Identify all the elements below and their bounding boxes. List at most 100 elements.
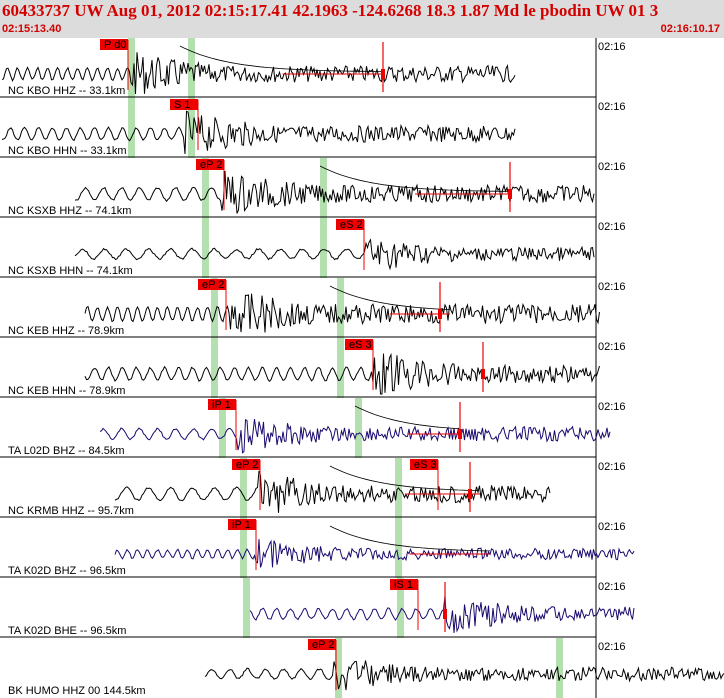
trace-row[interactable]: 02:16 P d0 NC KBO HHZ -- 33.1km (0, 38, 626, 98)
station-label: TA K02D BHE -- 96.5km (8, 625, 126, 637)
pick-label: eP 2 (312, 639, 334, 651)
station-label: BK HUMO HHZ 00 144.5km (8, 685, 146, 697)
pick-box[interactable] (100, 39, 128, 50)
station-label: TA L02D BHZ -- 84.5km (8, 445, 125, 457)
pick-box[interactable] (232, 459, 260, 470)
time-window-band (335, 638, 342, 698)
waveform (74, 170, 595, 214)
amplitude-marker-head (443, 609, 447, 619)
waveform (114, 470, 551, 513)
time-window-band (211, 338, 218, 398)
pick-label: eP 2 (202, 279, 224, 291)
waveform (99, 418, 611, 454)
pick-box[interactable] (208, 399, 236, 410)
waveform (249, 595, 635, 633)
time-window-band (202, 158, 209, 218)
station-label: NC KEB HHN -- 78.9km (8, 385, 125, 397)
time-window-band (355, 398, 362, 458)
header-bar: 60433737 UW Aug 01, 2012 02:15:17.41 42.… (0, 0, 724, 38)
trace-row[interactable]: 02:16 eP 2 NC KSXB HHZ -- 74.1km (0, 158, 626, 218)
pick-label: eP 2 (200, 159, 222, 171)
time-tick-label: 02:16 (598, 101, 626, 113)
time-window-band (320, 158, 327, 218)
trace-row[interactable]: 02:16 eS 2 NC KSXB HHN -- 74.1km (0, 218, 626, 278)
station-label: NC KRMB HHZ -- 95.7km (8, 505, 134, 517)
pick-label: eS 3 (414, 459, 437, 471)
time-tick-label: 02:16 (598, 281, 626, 293)
station-label: NC KBO HHN -- 33.1km (8, 145, 127, 157)
station-label: NC KEB HHZ -- 78.9km (8, 325, 124, 337)
event-title: 60433737 UW Aug 01, 2012 02:15:17.41 42.… (2, 1, 659, 20)
time-window-band (128, 38, 135, 98)
waveform (84, 293, 600, 333)
coda-curve (319, 165, 509, 192)
amplitude-marker-head (438, 309, 442, 319)
trace-row[interactable]: 02:16 iS 1 TA K02D BHE -- 96.5km (0, 578, 635, 638)
time-window-band (337, 278, 344, 338)
waveform (114, 539, 635, 568)
time-tick-label: 02:16 (598, 341, 626, 353)
waveform (74, 238, 595, 271)
pick-label: iP 1 (212, 399, 231, 411)
time-window-band (395, 518, 402, 578)
pick-box[interactable] (228, 519, 256, 530)
time-window-band (397, 578, 404, 638)
waveform (204, 660, 724, 691)
trace-row[interactable]: 02:16 iP 1 TA K02D BHZ -- 96.5km (0, 518, 635, 578)
pick-label: eS 3 (349, 339, 372, 351)
time-window-band (202, 218, 209, 278)
time-tick-label: 02:16 (598, 221, 626, 233)
time-window-band (320, 218, 327, 278)
coda-curve (329, 285, 451, 310)
coda-curve (179, 45, 385, 72)
trace-row[interactable]: 02:16 iP 1 TA L02D BHZ -- 84.5km (0, 398, 626, 458)
station-label: NC KSXB HHZ -- 74.1km (8, 205, 131, 217)
pick-box[interactable] (336, 219, 364, 230)
pick-label: eS 2 (340, 219, 363, 231)
pick-box[interactable] (410, 459, 438, 470)
pick-label: iP 1 (232, 519, 251, 531)
pick-label: P d0 (104, 39, 126, 51)
time-window-band (240, 458, 247, 518)
time-tick-label: 02:16 (598, 41, 626, 53)
pick-box[interactable] (170, 99, 198, 110)
time-tick-label: 02:16 (598, 521, 626, 533)
station-label: TA K02D BHZ -- 96.5km (8, 565, 126, 577)
time-window-band (188, 98, 195, 158)
station-label: NC KBO HHZ -- 33.1km (8, 85, 125, 97)
pick-box[interactable] (198, 279, 226, 290)
waveform (1, 110, 516, 155)
amplitude-marker-head (508, 189, 512, 199)
trace-row[interactable]: 02:16 eP 2 BK HUMO HHZ 00 144.5km (8, 638, 724, 698)
waveform (1, 52, 516, 95)
amplitude-marker-head (468, 489, 472, 499)
seismogram-panel[interactable]: 02:16 P d0 NC KBO HHZ -- 33.1km 02:16 S 1 NC … (0, 38, 724, 698)
trace-row[interactable]: 02:16 S 1 NC KBO HHN -- 33.1km (0, 98, 626, 158)
start-time: 02:15:13.40 (2, 23, 62, 35)
time-window-band (128, 98, 135, 158)
trace-row[interactable]: 02:16 eS 3 NC KEB HHN -- 78.9km (0, 338, 626, 398)
amplitude-marker-head (381, 69, 385, 79)
time-window-band (211, 278, 218, 338)
time-window-band (243, 578, 250, 638)
pick-box[interactable] (345, 339, 373, 350)
time-tick-label: 02:16 (598, 641, 626, 653)
pick-label: iS 1 (394, 579, 413, 591)
time-window-band (240, 518, 247, 578)
time-tick-label: 02:16 (598, 461, 626, 473)
time-window-band (556, 638, 563, 698)
coda-curve (329, 525, 490, 552)
time-tick-label: 02:16 (598, 161, 626, 173)
pick-box[interactable] (308, 639, 336, 650)
end-time: 02:16:10.17 (660, 23, 720, 35)
amplitude-marker-head (458, 429, 462, 439)
time-tick-label: 02:16 (598, 401, 626, 413)
trace-row[interactable]: 02:16 eP 2 NC KEB HHZ -- 78.9km (0, 278, 626, 338)
time-window-band (219, 398, 226, 458)
trace-row[interactable]: 02:16 eP 2 eS 3 NC KRMB HHZ -- 95.7km (0, 458, 626, 518)
pick-box[interactable] (196, 159, 224, 170)
pick-box[interactable] (390, 579, 418, 590)
waveform (84, 352, 600, 395)
pick-label: S 1 (174, 99, 191, 111)
time-window-band (337, 338, 344, 398)
